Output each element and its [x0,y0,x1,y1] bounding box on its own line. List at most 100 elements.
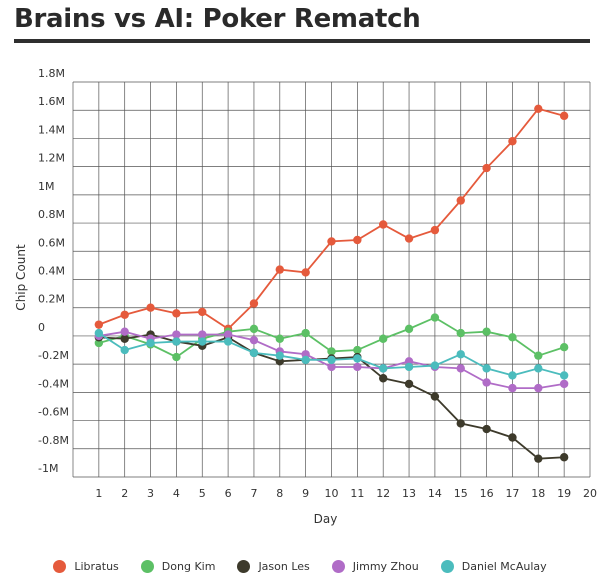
x-tick-label: 13 [402,487,416,500]
data-point-daniel-mcaulay [559,371,569,380]
y-tick-label: 1.8M [38,67,65,80]
data-point-libratus [120,310,129,319]
data-point-daniel-mcaulay [379,364,388,373]
data-point-daniel-mcaulay [353,354,362,363]
y-tick-label: 0 [38,321,45,334]
data-point-libratus [404,234,414,243]
data-point-jimmy-zhou [198,330,207,339]
data-point-dong-kim [275,334,284,343]
data-point-daniel-mcaulay [404,362,414,372]
data-point-jimmy-zhou [327,362,336,372]
legend-label: Daniel McAulay [461,559,547,573]
y-tick-label: 0.4M [38,265,65,278]
x-tick-label: 4 [173,487,180,500]
data-point-jason-les [430,392,440,401]
data-point-daniel-mcaulay [275,351,284,360]
y-tick-label: -0.8M [38,434,69,447]
data-point-dong-kim [534,351,543,360]
data-point-jimmy-zhou [456,364,465,373]
data-point-jason-les [534,454,543,463]
data-point-libratus [172,309,181,318]
data-point-jimmy-zhou [249,335,259,345]
data-point-dong-kim [482,327,491,336]
data-point-jimmy-zhou [482,378,491,387]
data-point-jason-les [508,433,517,442]
x-tick-label: 3 [147,487,154,500]
data-point-libratus [198,307,207,317]
data-point-jimmy-zhou [353,362,362,372]
x-tick-label: 12 [376,487,390,500]
x-axis-title: Day [314,512,338,526]
x-tick-label: 10 [325,487,339,500]
data-point-daniel-mcaulay [534,364,543,373]
data-point-dong-kim [172,352,181,362]
data-point-daniel-mcaulay [94,328,104,338]
legend-item: Dong Kim [140,559,216,573]
data-point-daniel-mcaulay [456,350,465,359]
x-tick-label: 1 [95,487,102,500]
data-point-dong-kim [456,328,465,338]
y-tick-label: 1.6M [38,95,65,108]
data-point-libratus [379,220,388,229]
line-chart: 1.8M 1.6M 1.4M 1.2M 1M 0.8M 0.6M 0.4M 0.2M 0 -0.2M… [14,67,597,526]
x-tick-label: 9 [302,487,309,500]
data-point-jimmy-zhou [172,330,181,339]
legend-label: Libratus [74,559,119,573]
data-point-dong-kim [430,313,440,322]
chart-title: Brains vs AI: Poker Rematch [14,4,421,34]
legend-label: Jimmy Zhou [352,559,419,573]
data-point-libratus [327,237,336,246]
legend-item: Jimmy Zhou [331,559,419,573]
y-tick-label: -0.4M [38,377,69,390]
y-tick-label: 1.2M [38,152,65,165]
data-point-daniel-mcaulay [327,355,336,365]
y-tick-label: -1M [38,462,58,475]
data-point-jason-les [559,453,569,462]
data-point-daniel-mcaulay [223,337,233,346]
legend-swatch [140,559,154,573]
y-tick-label: -0.2M [38,349,69,362]
data-point-dong-kim [404,324,414,334]
data-point-libratus [353,235,362,245]
legend-label: Dong Kim [161,559,216,573]
data-point-dong-kim [379,334,388,343]
y-tick-label: 0.2M [38,293,65,306]
data-point-libratus [94,320,104,329]
legend-swatch [237,559,251,573]
legend-item: Daniel McAulay [440,559,547,573]
chart-legend: Libratus Dong Kim Jason Les Jimmy Zhou Danie… [0,556,600,576]
legend-swatch [331,559,345,573]
x-tick-label: 19 [557,487,571,500]
y-tick-label: 1.4M [38,123,65,136]
data-point-daniel-mcaulay [249,348,259,358]
data-point-libratus [456,196,465,205]
y-axis-title: Chip Count [14,244,28,311]
title-underline [14,39,590,43]
legend-item: Jason Les [237,559,310,573]
data-point-daniel-mcaulay [508,371,517,380]
data-point-dong-kim [327,347,336,356]
data-point-daniel-mcaulay [120,345,129,355]
data-point-daniel-mcaulay [430,361,440,370]
data-point-jason-les [404,379,414,389]
data-point-jimmy-zhou [559,379,569,389]
y-tick-label: 0.8M [38,208,65,221]
y-tick-label: 1M [38,180,55,193]
x-tick-label: 14 [428,487,442,500]
data-point-libratus [559,111,569,121]
data-point-libratus [301,268,310,277]
data-point-jason-les [482,424,491,434]
data-point-jimmy-zhou [534,383,543,393]
data-point-libratus [508,137,517,146]
data-point-daniel-mcaulay [198,337,207,346]
data-point-libratus [430,225,440,235]
x-tick-label: 16 [480,487,494,500]
x-tick-label: 11 [350,487,364,500]
x-tick-label: 2 [121,487,128,500]
data-point-jimmy-zhou [508,383,517,393]
data-point-dong-kim [301,328,310,338]
x-tick-label: 20 [583,487,597,500]
x-tick-label: 18 [531,487,545,500]
y-tick-label: -0.6M [38,406,69,419]
data-point-libratus [482,163,491,173]
